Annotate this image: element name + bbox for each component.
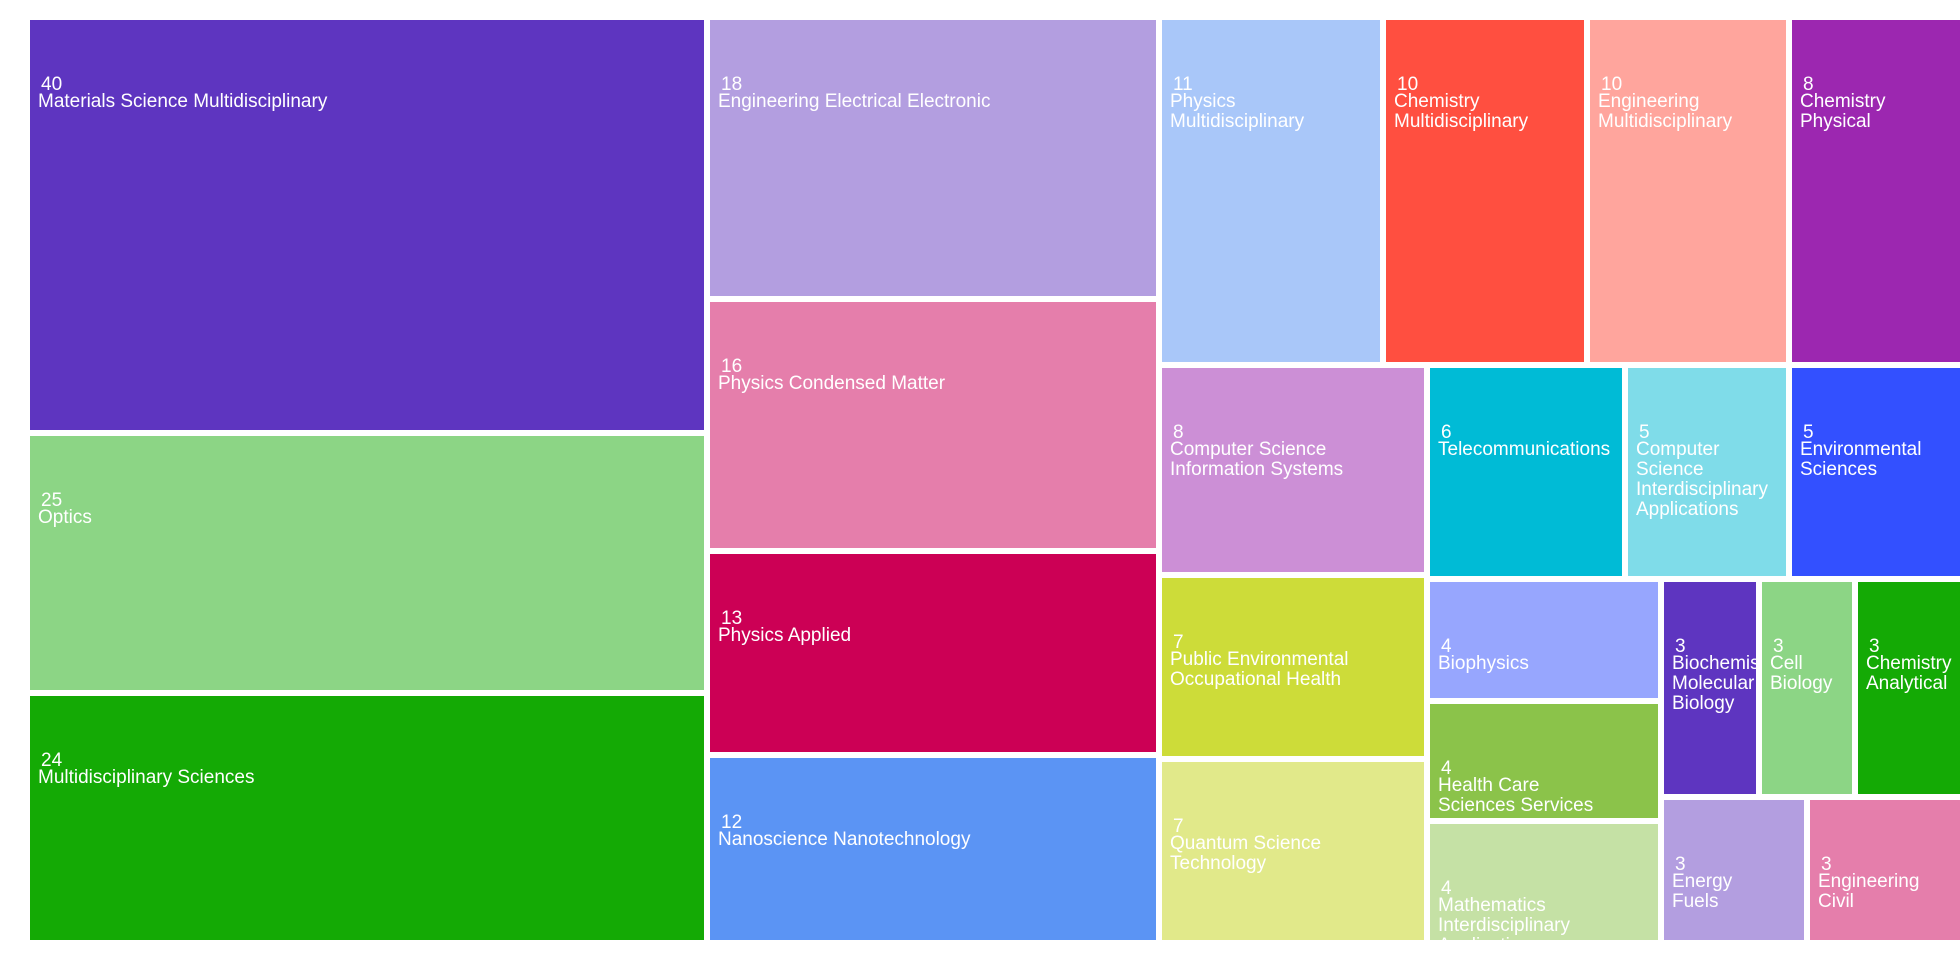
- cell-value: 18: [721, 74, 743, 95]
- cell-value: 6: [1441, 422, 1452, 443]
- cell-value: 4: [1441, 758, 1452, 779]
- cell-value: 10: [1397, 74, 1419, 95]
- treemap-cell[interactable]: 10 Chemistry Multidisciplinary: [1386, 20, 1584, 362]
- cell-value: 10: [1601, 74, 1623, 95]
- treemap-cell[interactable]: 8 Computer Science Information Systems: [1162, 368, 1424, 572]
- treemap-cell[interactable]: 7 Public Environmental Occupational Healt…: [1162, 578, 1424, 756]
- treemap-cell[interactable]: 25 Optics: [30, 436, 704, 690]
- cell-label: Engineering Electrical Electronic: [718, 91, 991, 112]
- treemap-cell[interactable]: 18 Engineering Electrical Electronic: [710, 20, 1156, 296]
- cell-label: Public Environmental Occupational Health: [1170, 649, 1349, 690]
- cell-label: Environmental Sciences: [1800, 439, 1922, 480]
- cell-label: Multidisciplinary Sciences: [38, 767, 255, 788]
- cell-value: 16: [721, 356, 743, 377]
- cell-value: 5: [1803, 422, 1814, 443]
- cell-value: 3: [1869, 636, 1880, 657]
- cell-label: Nanoscience Nanotechnology: [718, 829, 971, 850]
- treemap-cell[interactable]: 3 Engineering Civil: [1810, 800, 1960, 940]
- cell-label: Health Care Sciences Services: [1438, 775, 1594, 816]
- cell-label: Energy Fuels: [1672, 871, 1733, 912]
- treemap-cell[interactable]: 24 Multidisciplinary Sciences: [30, 696, 704, 940]
- treemap-cell[interactable]: 3Biochemistry Molecular Biology: [1664, 582, 1756, 794]
- cell-label: Physics Multidisciplinary: [1170, 91, 1305, 132]
- cell-value: 13: [721, 608, 743, 629]
- treemap-cell[interactable]: 11 Physics Multidisciplinary: [1162, 20, 1380, 362]
- treemap-cell[interactable]: 8 Chemistry Physical: [1792, 20, 1960, 362]
- cell-label: Chemistry Physical: [1800, 91, 1886, 132]
- cell-label: Optics: [38, 507, 92, 528]
- treemap-cell[interactable]: 7 Quantum Science Technology: [1162, 762, 1424, 940]
- cell-label: Materials Science Multidisciplinary: [38, 91, 328, 112]
- cell-value: 3: [1675, 854, 1686, 875]
- cell-label: Telecommunications: [1438, 439, 1611, 460]
- treemap-cell[interactable]: 40 Materials Science Multidisciplinary: [30, 20, 704, 430]
- treemap-cell[interactable]: 5 Environmental Sciences: [1792, 368, 1960, 576]
- cell-label: Chemistry Multidisciplinary: [1394, 91, 1529, 132]
- cell-value: 40: [41, 74, 63, 95]
- cell-label: Engineering Civil: [1818, 871, 1920, 912]
- treemap-cell[interactable]: 3 Energy Fuels: [1664, 800, 1804, 940]
- cell-value: 24: [41, 750, 63, 771]
- cell-label: Physics Applied: [718, 625, 852, 646]
- cell-value: 7: [1173, 816, 1184, 837]
- cell-label: Physics Condensed Matter: [718, 373, 946, 394]
- cell-value: 25: [41, 490, 63, 511]
- cell-label: Engineering Multidisciplinary: [1598, 91, 1733, 132]
- cell-label: Computer Science Information Systems: [1170, 439, 1344, 480]
- cell-label: Computer Science Interdisciplinary Appli…: [1636, 439, 1768, 520]
- treemap-cell[interactable]: 3 Chemistry Analytical: [1858, 582, 1960, 794]
- treemap-cell[interactable]: 4 Health Care Sciences Services: [1430, 704, 1658, 818]
- treemap-cell[interactable]: 6 Telecommunications: [1430, 368, 1622, 576]
- treemap-cell[interactable]: 12 Nanoscience Nanotechnology: [710, 758, 1156, 940]
- treemap-cell[interactable]: 5 Computer Science Interdisciplinary Appl…: [1628, 368, 1786, 576]
- cell-value: 11: [1173, 74, 1193, 95]
- cell-value: 3: [1773, 636, 1784, 657]
- cell-label: Biochemistry Molecular Biology: [1672, 653, 1756, 714]
- cell-value: 3: [1675, 636, 1686, 657]
- cell-label: Quantum Science Technology: [1170, 833, 1322, 874]
- cell-value: 8: [1803, 74, 1814, 95]
- cell-value: 8: [1173, 422, 1184, 443]
- cell-label: Cell Biology: [1770, 653, 1833, 694]
- treemap-cell[interactable]: 3 Cell Biology: [1762, 582, 1852, 794]
- cell-label: Biophysics: [1438, 653, 1529, 674]
- cell-value: 3: [1821, 854, 1832, 875]
- treemap-cell[interactable]: 13 Physics Applied: [710, 554, 1156, 752]
- treemap-cell[interactable]: 16 Physics Condensed Matter: [710, 302, 1156, 548]
- treemap-cell[interactable]: 4 Biophysics: [1430, 582, 1658, 698]
- cell-label: Mathematics Interdisciplinary Applicatio…: [1438, 895, 1570, 941]
- cell-value: 4: [1441, 878, 1452, 899]
- cell-label: Chemistry Analytical: [1866, 653, 1952, 694]
- cell-value: 5: [1639, 422, 1650, 443]
- cell-value: 12: [721, 812, 743, 833]
- cell-value: 4: [1441, 636, 1452, 657]
- treemap-cell[interactable]: 10 Engineering Multidisciplinary: [1590, 20, 1786, 362]
- cell-value: 7: [1173, 632, 1184, 653]
